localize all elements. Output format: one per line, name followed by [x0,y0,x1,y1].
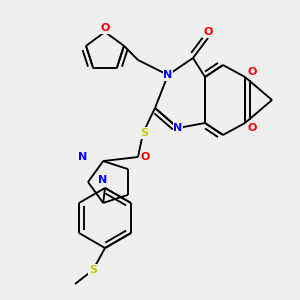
Text: O: O [247,123,257,133]
Text: O: O [140,152,150,162]
Text: S: S [140,128,148,138]
Text: S: S [89,265,97,275]
Text: O: O [247,67,257,77]
Text: N: N [173,123,183,133]
Text: O: O [203,27,213,37]
Text: O: O [100,23,110,33]
Text: N: N [164,70,172,80]
Text: N: N [78,152,88,162]
Text: N: N [98,175,108,185]
